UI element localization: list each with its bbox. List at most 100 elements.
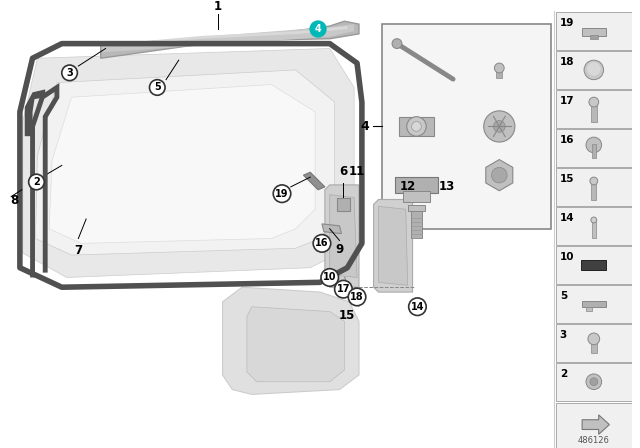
Bar — [403, 191, 430, 202]
Text: 18: 18 — [350, 292, 364, 302]
Circle shape — [484, 111, 515, 142]
Bar — [556, 363, 632, 401]
Bar — [592, 220, 596, 237]
Bar — [556, 129, 632, 168]
Text: 15: 15 — [560, 174, 574, 184]
Text: 15: 15 — [339, 309, 355, 322]
Polygon shape — [325, 185, 359, 287]
Circle shape — [586, 374, 602, 389]
Text: 6: 6 — [339, 165, 348, 178]
Polygon shape — [374, 199, 413, 292]
Polygon shape — [303, 172, 325, 190]
Text: 4: 4 — [315, 24, 321, 34]
Text: 5: 5 — [560, 291, 567, 301]
Polygon shape — [330, 194, 357, 277]
Text: 13: 13 — [438, 180, 455, 193]
Text: 3: 3 — [66, 68, 73, 78]
Text: 5: 5 — [154, 82, 161, 92]
Circle shape — [590, 378, 598, 386]
Circle shape — [310, 21, 326, 37]
Text: 17: 17 — [560, 96, 574, 106]
Text: 19: 19 — [275, 189, 289, 198]
Circle shape — [492, 168, 507, 183]
Bar — [382, 24, 551, 229]
Bar — [556, 168, 632, 207]
Circle shape — [348, 288, 366, 306]
Circle shape — [493, 121, 505, 132]
Text: 486126: 486126 — [578, 436, 610, 445]
Bar — [591, 102, 596, 121]
Circle shape — [586, 137, 602, 153]
Text: 14: 14 — [560, 213, 574, 223]
Bar — [337, 198, 350, 211]
Text: 19: 19 — [560, 18, 574, 28]
Text: 4: 4 — [360, 120, 369, 133]
Bar — [582, 28, 605, 36]
Polygon shape — [100, 21, 359, 58]
Circle shape — [591, 217, 596, 223]
Circle shape — [407, 116, 426, 136]
Polygon shape — [102, 24, 354, 52]
Text: 10: 10 — [560, 252, 574, 262]
Bar — [556, 90, 632, 129]
Bar — [592, 144, 596, 158]
Text: 9: 9 — [335, 243, 344, 256]
Text: 18: 18 — [560, 57, 574, 67]
Circle shape — [313, 235, 331, 252]
Bar — [556, 324, 632, 362]
Bar — [556, 403, 632, 448]
Polygon shape — [23, 48, 354, 277]
Circle shape — [273, 185, 291, 202]
Text: 8: 8 — [10, 194, 19, 207]
Circle shape — [587, 62, 600, 76]
Circle shape — [150, 80, 165, 95]
Circle shape — [590, 177, 598, 185]
Bar — [399, 116, 434, 136]
Bar — [591, 181, 596, 199]
Polygon shape — [322, 224, 341, 233]
Circle shape — [412, 121, 421, 131]
Text: 2: 2 — [560, 369, 567, 379]
Text: 16: 16 — [560, 135, 574, 145]
Text: 3: 3 — [560, 330, 567, 340]
Bar — [591, 339, 596, 353]
Polygon shape — [25, 90, 45, 136]
Bar — [411, 208, 422, 237]
Circle shape — [29, 174, 44, 190]
Bar — [586, 307, 592, 310]
Polygon shape — [486, 159, 513, 191]
Circle shape — [321, 269, 339, 286]
Text: 2: 2 — [33, 177, 40, 187]
Bar — [556, 207, 632, 246]
Bar — [408, 205, 425, 211]
Polygon shape — [35, 70, 335, 255]
Polygon shape — [223, 287, 359, 394]
Text: 14: 14 — [411, 302, 424, 312]
Text: 7: 7 — [74, 244, 83, 257]
Bar — [582, 301, 605, 307]
Text: 16: 16 — [315, 238, 329, 248]
Circle shape — [392, 39, 402, 48]
Text: 11: 11 — [349, 165, 365, 178]
Text: 10: 10 — [323, 272, 337, 283]
Bar — [497, 66, 502, 78]
Polygon shape — [378, 207, 408, 285]
Bar — [556, 52, 632, 90]
Polygon shape — [49, 85, 315, 243]
Bar — [556, 285, 632, 323]
Circle shape — [588, 333, 600, 345]
Bar — [581, 260, 607, 270]
Polygon shape — [106, 26, 348, 47]
Circle shape — [589, 97, 598, 107]
Bar — [395, 177, 438, 193]
Circle shape — [409, 298, 426, 315]
Bar — [556, 246, 632, 284]
Circle shape — [495, 63, 504, 73]
Polygon shape — [582, 415, 609, 435]
Text: 1: 1 — [214, 0, 221, 13]
Circle shape — [584, 60, 604, 80]
Bar — [590, 35, 598, 39]
Circle shape — [62, 65, 77, 81]
Text: 12: 12 — [399, 180, 416, 193]
Text: 17: 17 — [337, 284, 350, 294]
